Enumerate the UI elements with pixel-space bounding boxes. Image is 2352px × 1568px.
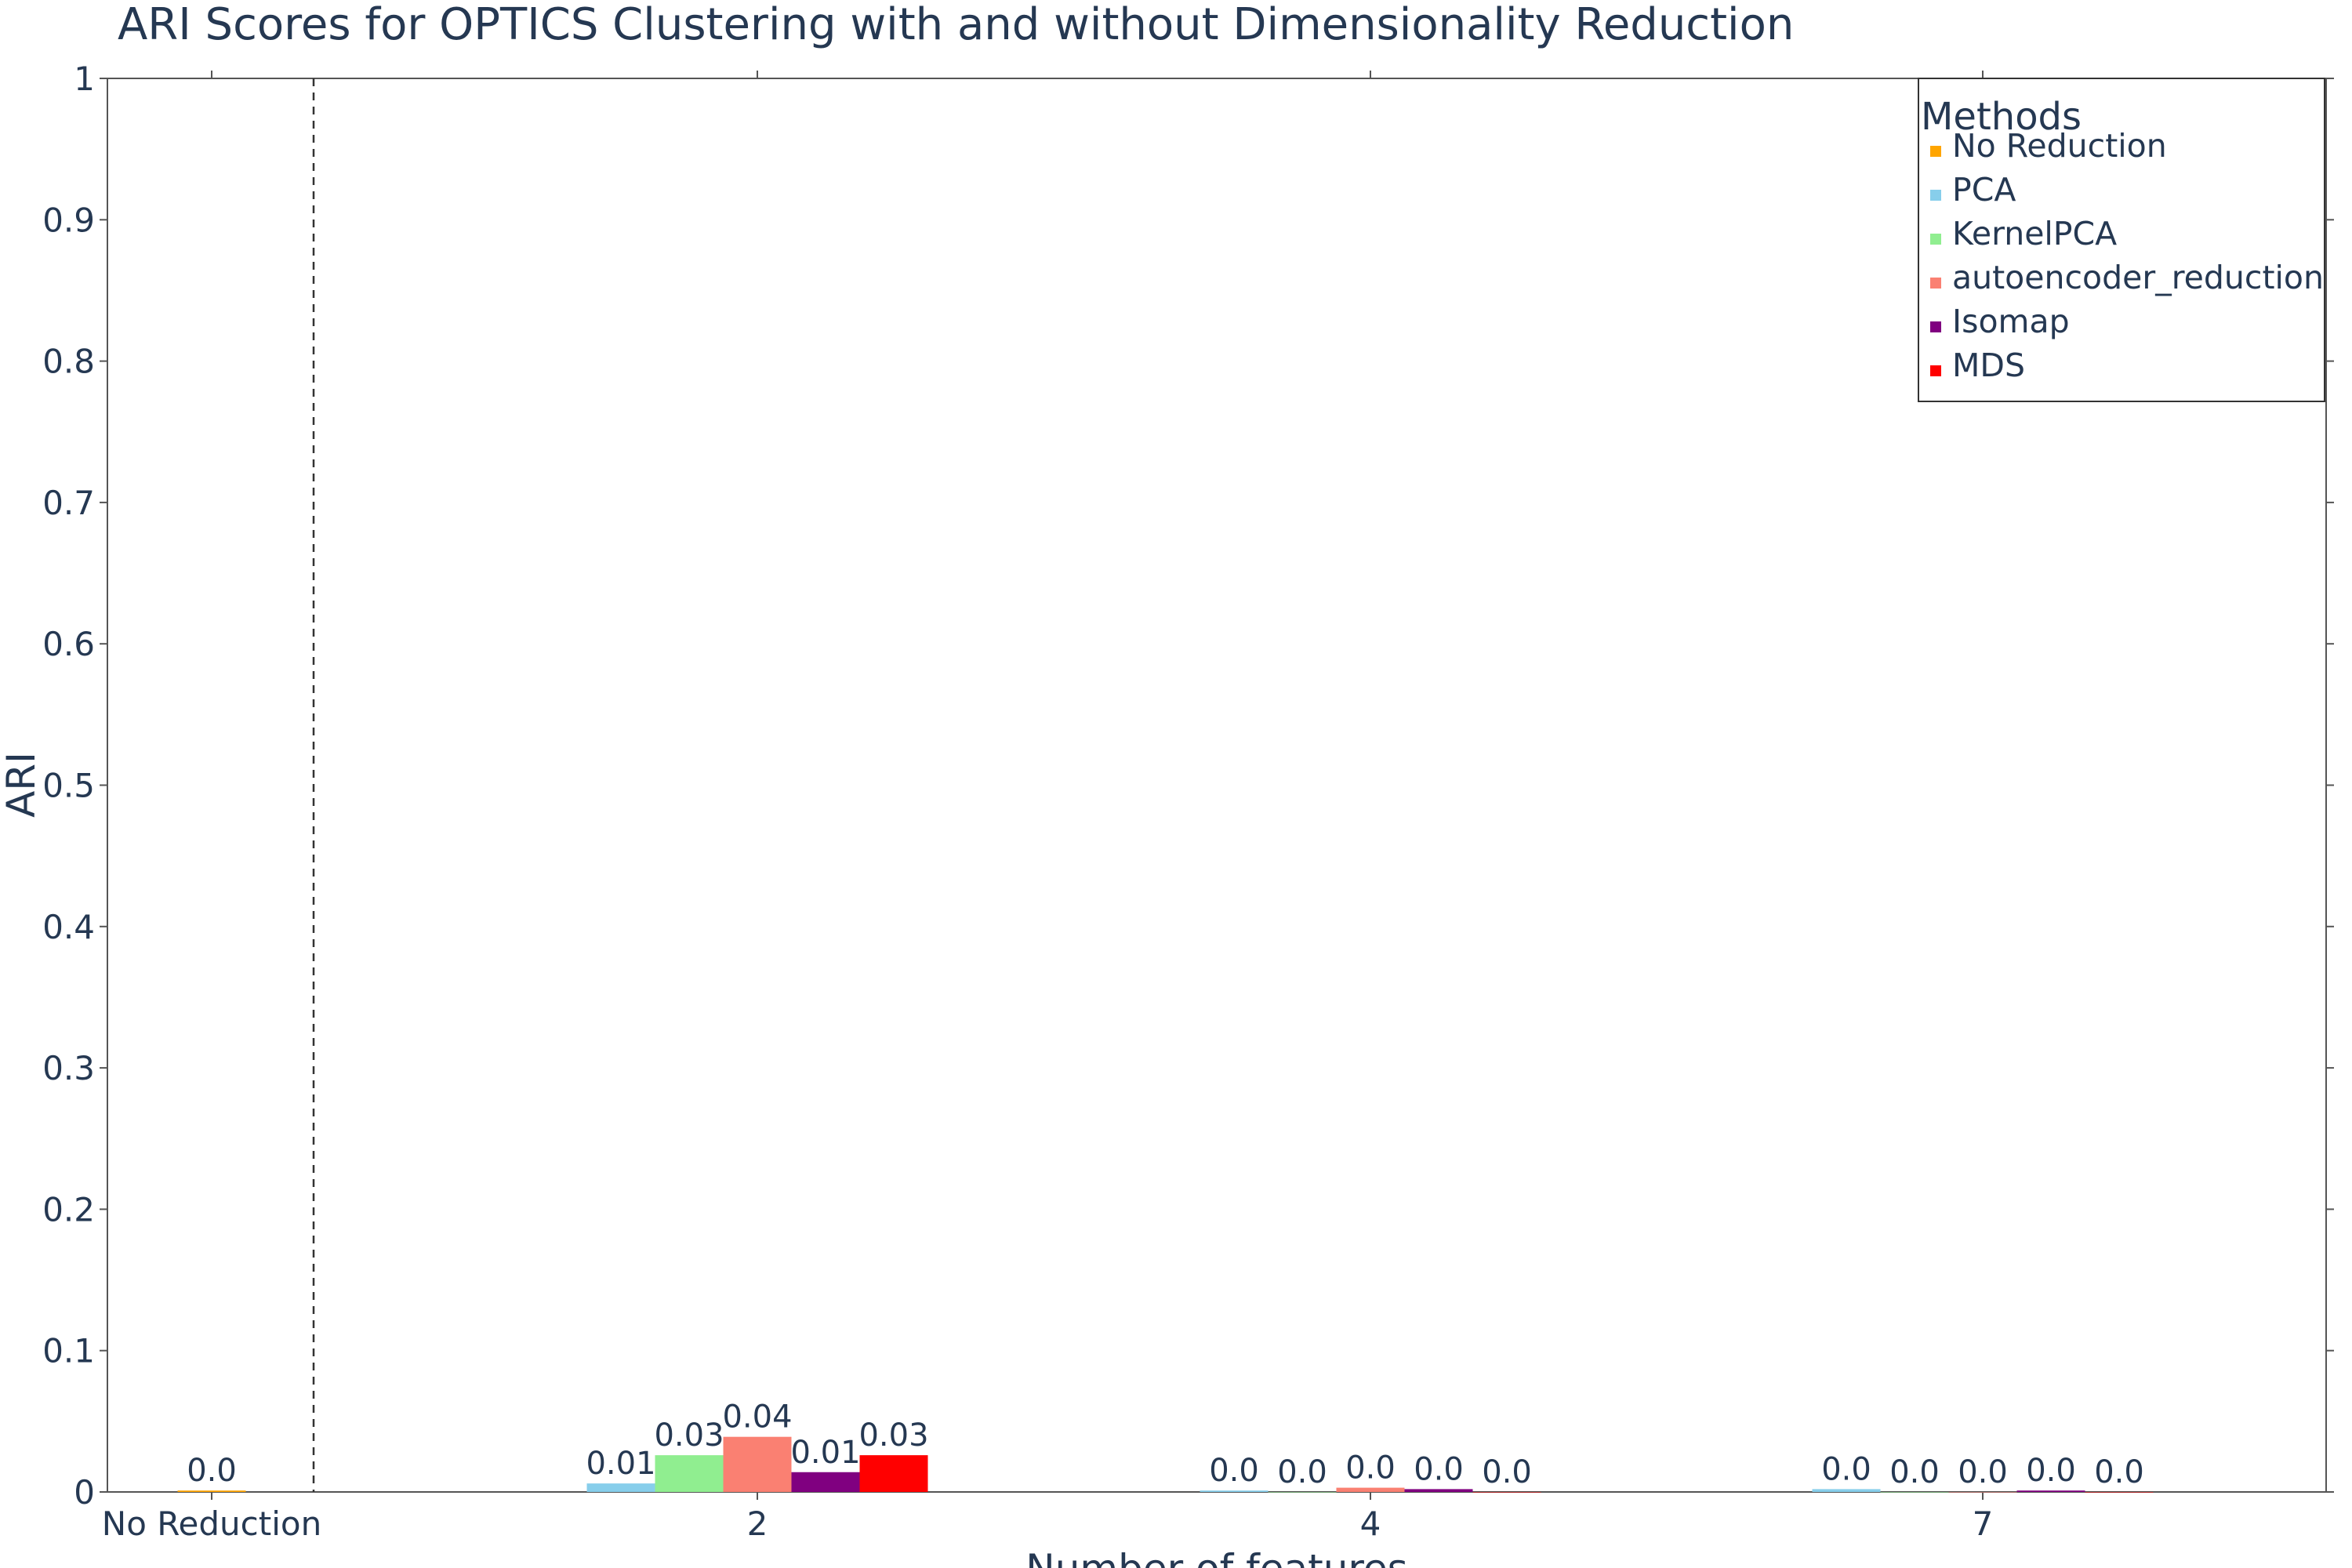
- bar-value-label: 0.0: [1414, 1451, 1464, 1487]
- bar-pca: [586, 1483, 655, 1492]
- bar-value-label: 0.03: [654, 1417, 724, 1454]
- legend-item-label: MDS: [1952, 347, 2025, 384]
- bar-value-label: 0.04: [722, 1399, 792, 1436]
- legend-swatch: [1930, 190, 1941, 201]
- legend-swatch: [1930, 365, 1941, 376]
- chart-title: ARI Scores for OPTICS Clustering with an…: [118, 0, 1794, 50]
- bar-value-label: 0.0: [2026, 1453, 2076, 1489]
- bar-value-label: 0.0: [1277, 1454, 1327, 1490]
- y-tick-label: 0.9: [42, 201, 95, 239]
- legend-box: [1918, 78, 2325, 402]
- bar-value-label: 0.0: [1889, 1454, 1940, 1490]
- y-tick-label: 0.7: [42, 484, 95, 522]
- bar-value-label: 0.01: [586, 1446, 655, 1482]
- bar-autoencoder-reduction: [1336, 1487, 1405, 1492]
- bar-pca: [1812, 1489, 1881, 1492]
- bars: [177, 1436, 2154, 1493]
- bar-isomap: [2016, 1490, 2085, 1492]
- legend-swatch: [1930, 146, 1941, 157]
- data-labels: 0.0 0.010.030.040.010.030.0 0.0 0.0 0.0 0.0 0.…: [187, 1399, 2144, 1490]
- bar-kernelpca: [655, 1455, 724, 1492]
- bar-value-label: 0.0: [1821, 1451, 1871, 1487]
- legend-item-label: autoencoder_reduction: [1952, 259, 2324, 296]
- y-tick-label: 1: [74, 60, 95, 98]
- bar-autoencoder-reduction: [723, 1436, 792, 1492]
- y-tick-label: 0.6: [42, 625, 95, 663]
- x-tick-label: 7: [1973, 1504, 1994, 1543]
- x-tick-label: 4: [1360, 1504, 1381, 1543]
- bar-mds: [2085, 1492, 2154, 1493]
- y-axis: 0 0.1 0.2 0.3 0.4 0.5 0.6 0.7 0.8 0.9 1: [42, 60, 2334, 1512]
- y-tick-label: 0.8: [42, 343, 95, 381]
- y-axis-label: ARI: [0, 752, 44, 818]
- legend-swatch: [1930, 278, 1941, 289]
- legend-item-label: KernelPCA: [1952, 215, 2117, 252]
- bar-value-label: 0.0: [2094, 1454, 2144, 1490]
- y-tick-label: 0: [74, 1473, 95, 1512]
- x-axis-label: Number of features: [1025, 1546, 1407, 1568]
- legend-title: Methods: [1921, 95, 2082, 139]
- bar-value-label: 0.0: [1482, 1454, 1532, 1490]
- legend-swatch: [1930, 234, 1941, 245]
- bar-kernelpca: [1880, 1492, 1949, 1493]
- bar-kernelpca: [1268, 1492, 1337, 1493]
- bar-pca: [1200, 1490, 1269, 1492]
- legend-item-label: No Reduction: [1952, 127, 2167, 165]
- x-tick-label: No Reduction: [102, 1504, 321, 1543]
- bar-value-label: 0.03: [858, 1417, 928, 1454]
- legend: Methods No Reduction PCA KernelPCA autoenco…: [1918, 78, 2325, 402]
- bar-value-label: 0.0: [187, 1453, 237, 1489]
- y-tick-label: 0.1: [42, 1332, 95, 1370]
- bar-isomap: [791, 1472, 860, 1492]
- bar-value-label: 0.0: [1209, 1453, 1259, 1489]
- y-tick-label: 0.3: [42, 1049, 95, 1087]
- bar-value-label: 0.0: [1345, 1450, 1396, 1486]
- bar-mds: [1472, 1492, 1541, 1493]
- bar-isomap: [1404, 1489, 1473, 1492]
- legend-swatch: [1930, 321, 1941, 332]
- bar-value-label: 0.0: [1958, 1454, 2008, 1490]
- bar-mds: [859, 1455, 928, 1492]
- x-axis: No Reduction 2 4 7: [102, 71, 1994, 1543]
- x-tick-label: 2: [747, 1504, 768, 1543]
- bar-autoencoder-reduction: [1948, 1492, 2017, 1493]
- bar-no-reduction: [177, 1490, 246, 1492]
- y-tick-label: 0.2: [42, 1190, 95, 1229]
- bar-value-label: 0.01: [790, 1435, 860, 1471]
- legend-item-label: PCA: [1952, 171, 2016, 209]
- y-tick-label: 0.5: [42, 767, 95, 805]
- legend-item-label: Isomap: [1952, 303, 2070, 340]
- y-tick-label: 0.4: [42, 908, 95, 946]
